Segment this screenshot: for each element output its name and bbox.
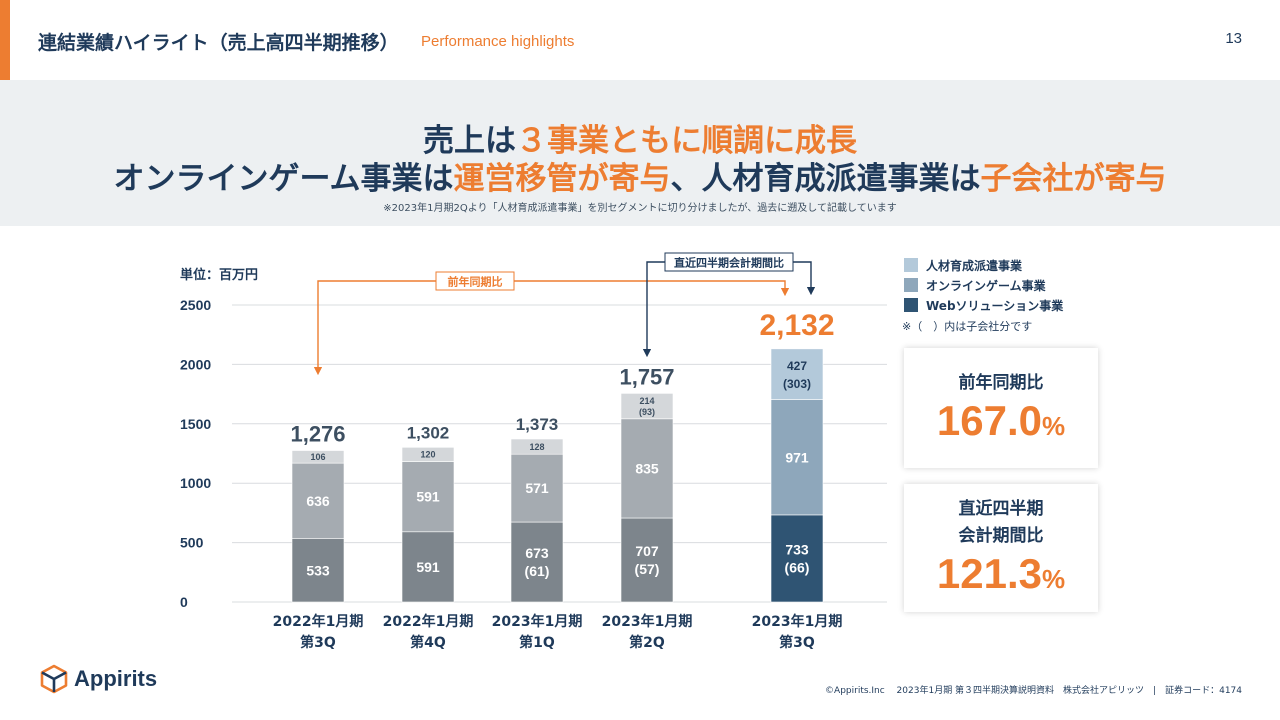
legend-swatch bbox=[904, 298, 918, 312]
bar-value-label: 591 bbox=[416, 489, 440, 505]
unit-label: 単位：百万円 bbox=[180, 267, 258, 283]
chart-legend: 人材育成派遣事業オンラインゲーム事業 Webソリューション事業 bbox=[904, 255, 1063, 315]
yoy-label: 前年同期比 bbox=[448, 275, 503, 289]
y-tick-label: 1000 bbox=[180, 475, 211, 491]
bar-segment bbox=[620, 517, 674, 603]
x-tick-label: 第4Q bbox=[410, 634, 446, 651]
bar-total-label: 1,302 bbox=[407, 423, 450, 442]
bar-segment bbox=[291, 450, 345, 464]
headline-2-segment-1: 運営移管が寄与 bbox=[453, 161, 671, 197]
bar-sub-label: (61) bbox=[525, 563, 550, 579]
y-tick-label: 0 bbox=[180, 594, 188, 610]
headline-band bbox=[0, 80, 1280, 226]
headline-line-1: 売上は３事業ともに順調に成長 bbox=[0, 115, 1280, 160]
yoy-label-box bbox=[435, 271, 515, 291]
kpi-card-yoy: 前年同期比 167.0% bbox=[904, 348, 1098, 468]
bar-value-label: 427 bbox=[787, 359, 807, 373]
bar-value-label: 835 bbox=[635, 460, 659, 476]
kpi-yoy-value: 167.0% bbox=[936, 397, 1066, 444]
company-logo: Appirits bbox=[40, 664, 157, 694]
bar-segment bbox=[770, 514, 824, 603]
bar-sub-label: (93) bbox=[639, 407, 655, 417]
qoq-label: 直近四半期会計期間比 bbox=[674, 256, 784, 270]
legend-item: オンラインゲーム事業 bbox=[904, 275, 1063, 295]
bar-total-label: 1,373 bbox=[516, 415, 559, 434]
headline-1-segment-0: 売上は bbox=[423, 123, 516, 159]
bar-segment bbox=[291, 462, 345, 539]
legend-label: 人材育成派遣事業 bbox=[926, 258, 1023, 273]
bar-segment bbox=[620, 418, 674, 519]
x-tick-label: 第3Q bbox=[779, 634, 815, 651]
bar-value-label: 571 bbox=[525, 480, 549, 496]
bar-value-label: 214 bbox=[639, 396, 654, 406]
bar-segment bbox=[510, 453, 564, 523]
x-tick-label: 2023年1月期 bbox=[752, 613, 843, 630]
bar-segment bbox=[401, 447, 455, 462]
headline-note: ※2023年1月期2Qより「人材育成派遣事業」を別セグメントに切り分けましたが、… bbox=[383, 203, 897, 214]
x-tick-label: 2022年1月期 bbox=[273, 613, 364, 630]
kpi-card-qoq: 直近四半期 会計期間比 121.3% bbox=[904, 484, 1098, 612]
bar-segment bbox=[510, 438, 564, 455]
footer-text: ©Appirits.Inc 2023年1月期 第３四半期決算説明資料 株式会社ア… bbox=[825, 686, 1242, 696]
y-tick-label: 500 bbox=[180, 535, 204, 551]
y-tick-label: 2500 bbox=[180, 297, 211, 313]
headline-2-segment-2: 、人材育成派遣事業は bbox=[670, 161, 981, 197]
y-tick-label: 2000 bbox=[180, 356, 211, 372]
bar-value-label: 733 bbox=[785, 541, 809, 557]
kpi-qoq-label-1: 直近四半期 bbox=[958, 499, 1044, 519]
bar-segment bbox=[770, 348, 824, 400]
kpi-qoq-label-2: 会計期間比 bbox=[958, 526, 1044, 546]
x-tick-label: 第2Q bbox=[629, 634, 665, 651]
legend-item: Webソリューション事業 bbox=[904, 295, 1063, 315]
bar-value-label: 120 bbox=[420, 450, 435, 460]
bar-segment bbox=[510, 521, 564, 603]
legend-note: ※（ ）内は子会社分です bbox=[902, 320, 1033, 333]
logo-wordmark: Appirits bbox=[74, 666, 158, 691]
headline-2-segment-3: 子会社が寄与 bbox=[980, 161, 1167, 197]
kpi-yoy-label: 前年同期比 bbox=[958, 373, 1044, 393]
yoy-connector bbox=[313, 280, 790, 376]
bar-total-label: 1,276 bbox=[290, 422, 345, 447]
page-number: 13 bbox=[1225, 30, 1242, 47]
bar-total-label: 2,132 bbox=[759, 309, 834, 342]
bar-total-label: 1,757 bbox=[619, 364, 674, 389]
bar-value-label: 636 bbox=[306, 493, 330, 509]
legend-swatch bbox=[904, 258, 918, 272]
bar-value-label: 533 bbox=[306, 562, 330, 578]
bar-value-label: 971 bbox=[785, 449, 809, 465]
bar-segment bbox=[401, 531, 455, 603]
bar-value-label: 707 bbox=[635, 543, 659, 559]
logo-cube-icon bbox=[40, 664, 68, 694]
y-tick-label: 1500 bbox=[180, 416, 211, 432]
x-tick-label: 2023年1月期 bbox=[492, 613, 583, 630]
headline-1-segment-1: ３事業ともに順調に成長 bbox=[516, 123, 857, 159]
bar-value-label: 128 bbox=[529, 442, 544, 452]
bar-value-label: 591 bbox=[416, 559, 440, 575]
bar-value-label: 106 bbox=[310, 452, 325, 462]
x-tick-label: 2022年1月期 bbox=[383, 613, 474, 630]
page-title: 連結業績ハイライト（売上高四半期推移） bbox=[38, 32, 399, 54]
headline-line-2: オンラインゲーム事業は運営移管が寄与、人材育成派遣事業は子会社が寄与 bbox=[0, 153, 1280, 198]
bar-segment bbox=[620, 393, 674, 420]
legend-label: オンラインゲーム事業 bbox=[926, 278, 1046, 293]
legend-item: 人材育成派遣事業 bbox=[904, 255, 1063, 275]
legend-swatch bbox=[904, 278, 918, 292]
bar-value-label: 673 bbox=[525, 545, 549, 561]
qoq-label-box bbox=[664, 252, 794, 272]
kpi-qoq-value: 121.3% bbox=[936, 550, 1066, 597]
bar-sub-label: (303) bbox=[783, 377, 811, 391]
header-accent-bar bbox=[0, 0, 10, 80]
page-subtitle: Performance highlights bbox=[421, 33, 575, 50]
legend-label: Webソリューション事業 bbox=[926, 298, 1064, 313]
x-tick-label: 第3Q bbox=[300, 634, 336, 651]
x-tick-label: 2023年1月期 bbox=[602, 613, 693, 630]
bar-sub-label: (66) bbox=[785, 559, 810, 575]
x-tick-label: 第1Q bbox=[519, 634, 555, 651]
bar-sub-label: (57) bbox=[635, 561, 660, 577]
headline-2-segment-0: オンラインゲーム事業は bbox=[113, 161, 454, 197]
